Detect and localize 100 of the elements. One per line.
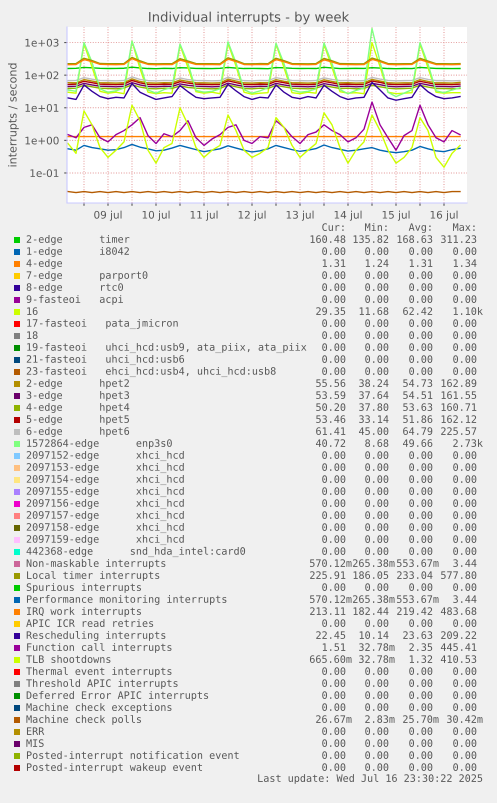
legend-label: TLB shootdowns xyxy=(26,655,110,663)
text: 0.00 0.00 0.00 0.00 xyxy=(322,727,476,735)
legend-label: ERR xyxy=(26,727,44,735)
legend-label: 442368-edge snd_hda_intel:card0 xyxy=(26,546,246,558)
text: 0.00 0.00 0.00 0.00 xyxy=(322,583,476,591)
legend-label: Threshold APIC interrupts xyxy=(26,679,178,689)
y-axis-title: interrupts / second xyxy=(8,64,19,166)
text: 22.45 10.14 23.63 209.22 xyxy=(316,631,476,639)
text: 0.00 0.00 0.00 0.00 xyxy=(322,499,476,507)
legend-label: Posted-interrupt wakeup event xyxy=(26,763,202,773)
y-tick-label: 1e+01 xyxy=(25,104,58,112)
text: 570.12m265.38m 553.67m 3.44 xyxy=(310,559,477,567)
legend-label: Posted-interrupt notification event xyxy=(26,751,239,761)
x-tick-label: 12 jul xyxy=(238,210,266,221)
legend-label: Performance monitoring interrupts xyxy=(26,595,226,605)
legend-label: 7-edge parport0 xyxy=(26,271,148,281)
chart-title: Individual interrupts - by week xyxy=(149,12,350,24)
text: 0.00 0.00 0.00 0.00 xyxy=(322,691,476,699)
text: 213.11 182.44 219.42 483.68 xyxy=(310,607,476,615)
legend-label: 2097158-edge xhci_hcd xyxy=(26,522,184,534)
text: 0.00 0.00 0.00 0.00 xyxy=(322,511,476,519)
text: 0.00 0.00 0.00 0.00 xyxy=(322,355,476,363)
legend-label: 2-edge hpet2 xyxy=(26,379,129,389)
text: 0.00 0.00 0.00 0.00 xyxy=(322,667,476,675)
x-tick-label: 09 jul xyxy=(94,210,122,221)
x-tick-label: 13 jul xyxy=(286,210,314,221)
text: 0.00 0.00 0.00 0.00 xyxy=(322,751,476,759)
text: 0.00 0.00 0.00 0.00 xyxy=(322,763,476,771)
legend-label: 2097153-edge xhci_hcd xyxy=(26,462,184,474)
legend-label: IRQ work interrupts xyxy=(26,607,141,617)
legend-label: 19-fasteoi uhci_hcd:usb9, ata_piix, ata_piix xyxy=(27,342,306,354)
text: Last update: Wed Jul 16 23:30:22 2025 xyxy=(258,774,482,784)
text: 570.12m265.38m 553.67m 3.44 xyxy=(310,595,477,603)
text: 26.67m 2.83m 25.70m 30.42m xyxy=(316,715,483,723)
line-series xyxy=(67,28,461,98)
text: 0.00 0.00 0.00 0.00 xyxy=(322,271,476,279)
text: 0.00 0.00 0.00 0.00 xyxy=(322,343,476,351)
legend-label: 21-fasteoi uhci_hcd:usb6 xyxy=(26,354,184,366)
legend-label: Spurious interrupts xyxy=(26,583,141,593)
x-tick-label: 16 jul xyxy=(430,210,458,221)
line-series xyxy=(67,101,461,151)
legend-label: 4-edge xyxy=(26,259,62,269)
text: 0.00 0.00 0.00 0.00 xyxy=(322,475,476,483)
text: 1.31 1.24 1.31 1.34 xyxy=(322,259,477,267)
legend-label: Deferred Error APIC interrupts xyxy=(26,691,208,701)
text: 0.00 0.00 0.00 0.00 xyxy=(322,739,476,747)
text: 40.72 8.68 49.66 2.73k xyxy=(316,439,483,447)
legend-label: Rescheduling interrupts xyxy=(26,631,166,641)
legend-label: MIS xyxy=(26,739,44,747)
legend-label: 1-edge i8042 xyxy=(27,247,129,257)
legend-label: 1572864-edge enp3s0 xyxy=(27,439,172,449)
x-tick-label: 14 jul xyxy=(334,210,362,221)
x-tick-label: 15 jul xyxy=(382,210,410,221)
legend-label: 23-fasteoi ehci_hcd:usb4, uhci_hcd:usb8 xyxy=(26,366,276,378)
text: 0.00 0.00 0.00 0.00 xyxy=(322,463,476,471)
legend-label: Machine check polls xyxy=(26,715,141,725)
legend-label: 2097159-edge xhci_hcd xyxy=(26,534,184,546)
text: 0.00 0.00 0.00 0.00 xyxy=(322,283,476,291)
legend-label: 17-fasteoi pata_jmicron xyxy=(27,318,178,330)
x-tick-label: 10 jul xyxy=(142,210,170,221)
text: 0.00 0.00 0.00 0.00 xyxy=(322,535,476,543)
text: 0.00 0.00 0.00 0.00 xyxy=(322,331,476,339)
legend-label: 5-edge hpet5 xyxy=(26,415,129,425)
legend-label: 2097155-edge xhci_hcd xyxy=(26,486,184,498)
text: 665.60m 32.78m 1.32 410.53 xyxy=(310,655,476,663)
y-tick-label: 1e+02 xyxy=(25,71,58,80)
text: 0.00 0.00 0.00 0.00 xyxy=(322,451,476,459)
legend-label: 2097156-edge xhci_hcd xyxy=(26,498,184,510)
text: 0.00 0.00 0.00 0.00 xyxy=(322,547,476,555)
legend-label: APIC ICR read retries xyxy=(26,619,154,627)
legend-label: 4-edge hpet4 xyxy=(26,403,130,413)
text: 0.00 0.00 0.00 0.00 xyxy=(322,319,476,327)
y-tick-label: 1e-01 xyxy=(30,169,58,178)
legend-label: 8-edge rtc0 xyxy=(26,283,124,293)
y-tick-label: 1e+00 xyxy=(25,136,59,144)
legend-label: 6-edge hpet6 xyxy=(26,427,130,437)
legend-label: 2-edge timer xyxy=(26,235,130,245)
text: 0.00 0.00 0.00 0.00 xyxy=(322,295,476,303)
legend-label: 9-fasteoi acpi xyxy=(26,295,123,305)
text: 55.56 38.24 54.73 162.89 xyxy=(316,379,476,387)
legend-label: Thermal event interrupts xyxy=(26,667,172,677)
text: 0.00 0.00 0.00 0.00 xyxy=(322,367,476,375)
legend-label: 2097152-edge xhci_hcd xyxy=(26,450,184,462)
text: 0.00 0.00 0.00 0.00 xyxy=(322,619,476,627)
text: 0.00 0.00 0.00 0.00 xyxy=(322,523,476,531)
line-series xyxy=(67,144,461,154)
legend-label: 16 xyxy=(27,307,38,315)
text: 0.00 0.00 0.00 0.00 xyxy=(322,487,476,495)
legend-label: 2097157-edge xhci_hcd xyxy=(26,510,184,522)
text: Cur: Min: Avg: Max: xyxy=(322,223,475,233)
legend-label: Local timer interrupts xyxy=(27,571,160,581)
text: 0.00 0.00 0.00 0.00 xyxy=(322,247,476,255)
text: 0.00 0.00 0.00 0.00 xyxy=(322,679,476,687)
text: 53.59 37.64 54.51 161.55 xyxy=(316,391,476,399)
legend-label: Machine check exceptions xyxy=(26,703,172,713)
text: 160.48 135.82 168.63 311.23 xyxy=(310,235,476,243)
text: 1.51 32.78m 2.35 445.41 xyxy=(322,643,476,651)
legend-label: 18 xyxy=(27,331,38,339)
legend-label: 2097154-edge xhci_hcd xyxy=(26,474,184,486)
text: 225.91 186.05 233.04 577.80 xyxy=(310,571,476,579)
